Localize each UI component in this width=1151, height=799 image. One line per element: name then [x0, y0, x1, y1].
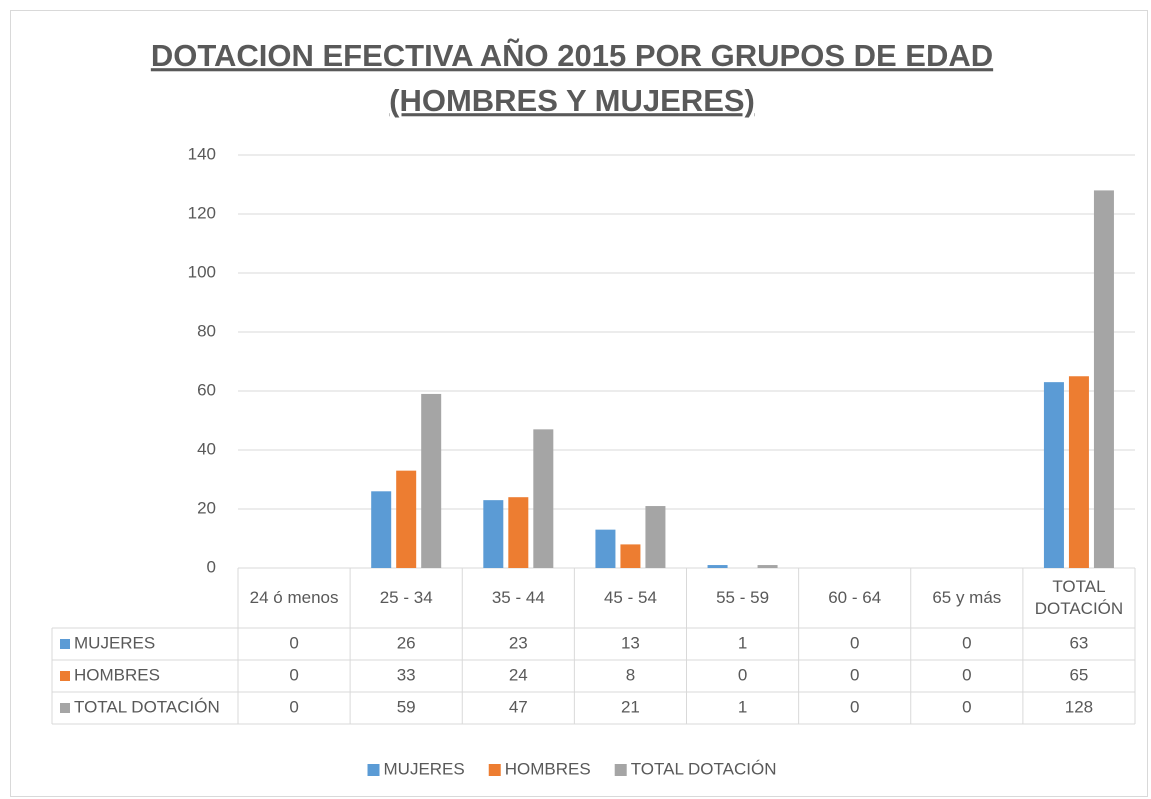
- x-tick-label: 24 ó menos: [249, 588, 339, 607]
- y-tick-label: 40: [197, 439, 216, 458]
- x-tick-label: 60 - 64: [828, 588, 882, 607]
- x-tick-label-box: 35 - 44: [491, 588, 545, 607]
- x-tick-label-box: 45 - 54: [603, 588, 657, 607]
- bar: [645, 506, 666, 568]
- table-value: 1: [738, 697, 747, 716]
- bar: [707, 565, 728, 568]
- table-legend-swatch: [60, 671, 70, 681]
- table-legend-swatch: [60, 639, 70, 649]
- y-tick-label: 0: [207, 557, 216, 576]
- x-tick-label: 35 - 44: [491, 588, 545, 607]
- x-tick-label-box: 25 - 34: [379, 588, 433, 607]
- bar: [396, 470, 417, 568]
- table-value: 0: [738, 665, 747, 684]
- x-tick-label-box: 60 - 64: [828, 588, 882, 607]
- table-value: 59: [397, 697, 416, 716]
- bar: [508, 497, 529, 568]
- bar: [595, 529, 616, 568]
- bar: [1043, 382, 1064, 568]
- legend-label: HOMBRES: [505, 759, 591, 778]
- y-tick-label: 80: [197, 321, 216, 340]
- table-value: 0: [850, 633, 859, 652]
- bar: [533, 429, 554, 568]
- y-tick-label: 20: [197, 498, 216, 517]
- x-tick-label: 25 - 34: [379, 588, 433, 607]
- y-tick-label: 140: [188, 144, 216, 163]
- table-value: 65: [1069, 665, 1088, 684]
- table-value: 0: [289, 665, 298, 684]
- table-value: 1: [738, 633, 747, 652]
- bar: [371, 491, 392, 568]
- table-value: 0: [962, 665, 971, 684]
- legend-swatch: [614, 764, 627, 776]
- x-tick-label-box: TOTAL DOTACIÓN: [1034, 577, 1124, 618]
- table-value: 24: [509, 665, 528, 684]
- bar: [620, 544, 641, 568]
- table-value: 8: [626, 665, 635, 684]
- table-value: 23: [509, 633, 528, 652]
- x-tick-label: 65 y más: [932, 588, 1002, 607]
- x-tick-label: 45 - 54: [603, 588, 657, 607]
- table-value: 0: [962, 633, 971, 652]
- bar: [1068, 376, 1089, 568]
- table-value: 13: [621, 633, 640, 652]
- legend-swatch: [367, 764, 380, 776]
- x-tick-label-box: 65 y más: [932, 588, 1002, 607]
- x-tick-label: 55 - 59: [716, 588, 770, 607]
- y-tick-label: 120: [188, 203, 216, 222]
- table-value: 21: [621, 697, 640, 716]
- table-value: 0: [289, 633, 298, 652]
- bar: [421, 393, 442, 568]
- table-value: 47: [509, 697, 528, 716]
- chart-subtitle: (HOMBRES Y MUJERES): [389, 83, 755, 118]
- table-value: 63: [1069, 633, 1088, 652]
- x-tick-label-box: 55 - 59: [716, 588, 770, 607]
- y-tick-label: 60: [197, 380, 216, 399]
- table-legend-swatch: [60, 703, 70, 713]
- legend-label: TOTAL DOTACIÓN: [631, 759, 777, 778]
- bar: [757, 565, 778, 568]
- bar: [1093, 190, 1114, 568]
- legend-swatch: [488, 764, 501, 776]
- table-row-label: TOTAL DOTACIÓN: [74, 697, 220, 716]
- table-row-label: MUJERES: [74, 633, 155, 652]
- chart-title: DOTACION EFECTIVA AÑO 2015 POR GRUPOS DE…: [151, 38, 993, 73]
- legend-label: MUJERES: [384, 759, 465, 778]
- table-row-label: HOMBRES: [74, 665, 160, 684]
- table-value: 33: [397, 665, 416, 684]
- x-tick-label: TOTAL DOTACIÓN: [1034, 577, 1124, 618]
- table-value: 26: [397, 633, 416, 652]
- table-value: 0: [289, 697, 298, 716]
- table-value: 0: [850, 697, 859, 716]
- table-value: 0: [962, 697, 971, 716]
- y-tick-label: 100: [188, 262, 216, 281]
- table-value: 128: [1065, 697, 1093, 716]
- chart-border: [10, 10, 1148, 797]
- table-value: 0: [850, 665, 859, 684]
- x-tick-label-box: 24 ó menos: [249, 588, 339, 607]
- bar: [483, 500, 504, 568]
